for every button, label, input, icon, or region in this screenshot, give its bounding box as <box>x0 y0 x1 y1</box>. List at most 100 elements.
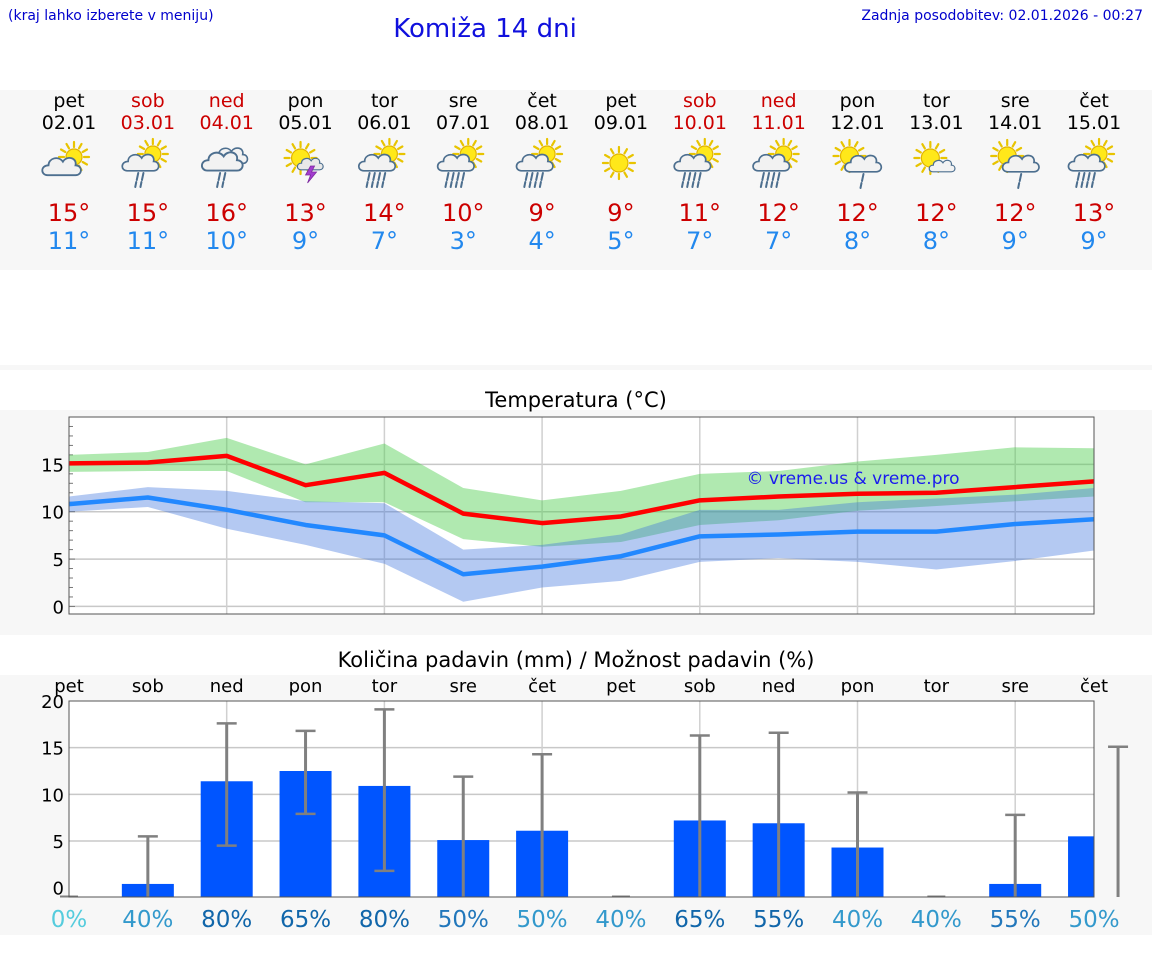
precipitation-day-label: čet <box>1080 676 1108 697</box>
max-temperature: 12° <box>994 199 1037 227</box>
forecast-date: 05.01 <box>278 112 332 134</box>
precipitation-error-bar <box>689 734 710 897</box>
precipitation-bar <box>1068 836 1094 897</box>
last-updated: Zadnja posodobitev: 02.01.2026 - 00:27 <box>861 8 1143 24</box>
precipitation-ytick-label: 15 <box>41 739 64 760</box>
precipitation-ytick-label: 20 <box>41 692 64 713</box>
forecast-day-name: tor <box>371 90 398 112</box>
min-temperature: 11° <box>127 227 170 255</box>
precipitation-day-label: pon <box>289 676 323 697</box>
precipitation-probability: 65% <box>280 907 331 933</box>
precipitation-ytick-label: 0 <box>53 879 64 900</box>
min-temperature: 8° <box>844 227 871 255</box>
precipitation-error-bar <box>1108 745 1129 897</box>
forecast-day-name: ned <box>209 90 245 112</box>
sun-thunder-icon <box>283 140 324 184</box>
min-temperature: 4° <box>528 227 555 255</box>
min-temperature: 7° <box>371 227 398 255</box>
precipitation-probability: 50% <box>438 907 489 933</box>
min-temperature: 7° <box>765 227 792 255</box>
precipitation-probability: 55% <box>990 907 1041 933</box>
max-temperature: 15° <box>127 199 170 227</box>
precipitation-day-label: tor <box>924 676 950 697</box>
forecast-date: 13.01 <box>909 112 963 134</box>
forecast-date: 12.01 <box>830 112 884 134</box>
forecast-date: 10.01 <box>673 112 727 134</box>
precipitation-day-label: sob <box>684 676 716 697</box>
precipitation-probability: 80% <box>359 907 410 933</box>
temperature-ytick-label: 0 <box>53 597 64 618</box>
precipitation-probability: 0% <box>51 907 88 933</box>
sun-small-cloud-icon <box>913 140 956 176</box>
precipitation-error-bar <box>847 791 868 897</box>
daily-forecast-strip: pet02.0115°11°sob03.0115°11°ned04.0116°1… <box>41 90 1121 255</box>
precipitation-ytick-label: 10 <box>41 785 64 806</box>
temperature-ytick-label: 15 <box>41 455 64 476</box>
sun-cloud-heavy-rain-icon <box>436 137 485 188</box>
sun-cloud-heavy-rain-icon <box>1067 137 1116 188</box>
max-temperature: 12° <box>757 199 800 227</box>
sun-icon <box>601 145 637 181</box>
precipitation-probability: 40% <box>595 907 646 933</box>
precipitation-probability: 65% <box>674 907 725 933</box>
min-temperature: 9° <box>292 227 319 255</box>
forecast-day-name: pon <box>288 90 324 112</box>
min-temperature-range-band <box>69 487 1095 602</box>
precipitation-error-bar <box>374 708 395 873</box>
forecast-date: 08.01 <box>515 112 569 134</box>
max-temperature: 16° <box>205 199 248 227</box>
forecast-day-name: tor <box>923 90 950 112</box>
precipitation-error-bar <box>137 835 158 897</box>
forecast-date: 09.01 <box>594 112 648 134</box>
min-temperature-line <box>68 495 1095 577</box>
forecast-day-name: pet <box>605 90 636 112</box>
forecast-day-name: čet <box>1079 90 1109 112</box>
max-temperature: 10° <box>442 199 485 227</box>
sun-cloud-heavy-rain-icon <box>752 137 800 188</box>
precipitation-probability: 55% <box>753 907 804 933</box>
precipitation-day-label: tor <box>372 676 398 697</box>
forecast-date: 11.01 <box>751 112 805 134</box>
temperature-ytick-label: 5 <box>53 550 64 571</box>
temperature-chart: 0 5 10 15 © vreme.us & vreme.pro <box>41 416 1095 618</box>
forecast-date: 03.01 <box>121 112 175 134</box>
forecast-date: 06.01 <box>357 112 411 134</box>
temperature-ytick-label: 10 <box>41 503 64 524</box>
forecast-day-name: sre <box>1001 90 1030 112</box>
min-temperature: 7° <box>686 227 713 255</box>
temperature-plot-frame <box>68 416 1095 615</box>
cloud-rain-icon <box>200 147 249 188</box>
precipitation-probability: 50% <box>517 907 568 933</box>
precipitation-day-label: sre <box>1001 676 1028 697</box>
forecast-day-name: ned <box>761 90 797 112</box>
max-temperature-range-band <box>69 437 1095 547</box>
max-temperature: 13° <box>284 199 327 227</box>
min-temperature: 11° <box>48 227 91 255</box>
forecast-date: 14.01 <box>988 112 1042 134</box>
precipitation-probability: 40% <box>122 907 173 933</box>
precipitation-error-bar <box>532 752 553 897</box>
page-title: Komiža 14 dni <box>393 14 577 44</box>
min-temperature: 8° <box>923 227 950 255</box>
forecast-date: 07.01 <box>436 112 490 134</box>
sun-cloud-rain-icon <box>121 137 169 188</box>
precipitation-error-bar <box>295 729 316 816</box>
precipitation-error-bar <box>768 731 789 897</box>
temperature-plot-area <box>69 417 1094 614</box>
precipitation-chart-title: Količina padavin (mm) / Možnost padavin … <box>337 648 815 672</box>
min-temperature: 9° <box>1080 227 1107 255</box>
precipitation-day-label: pet <box>54 676 84 697</box>
precipitation-probability: 40% <box>911 907 962 933</box>
